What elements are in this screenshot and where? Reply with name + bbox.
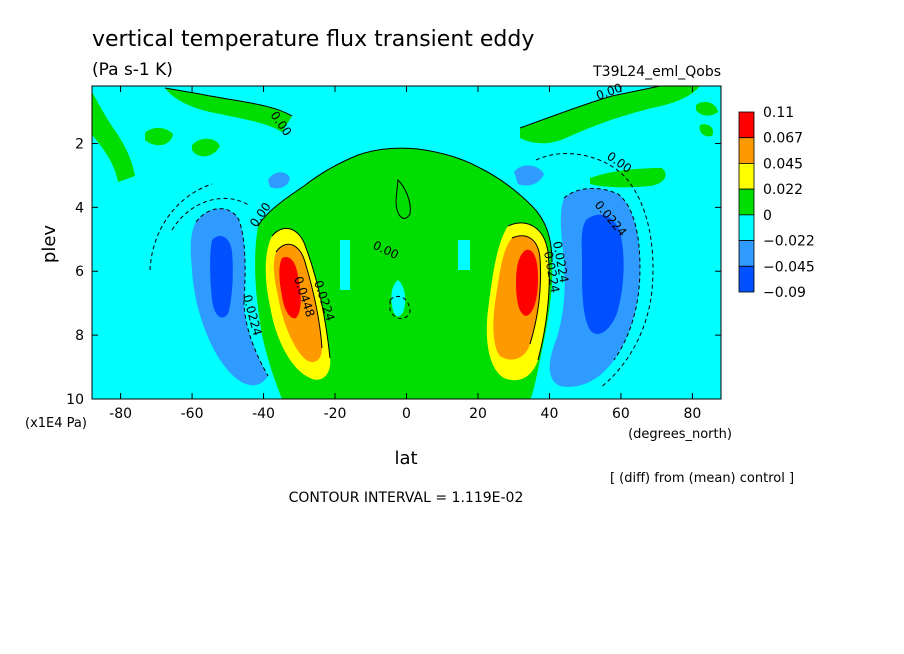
- red-maximum-north: [516, 249, 538, 316]
- x-axis-label: lat: [394, 448, 417, 469]
- green-island-left: [145, 127, 173, 146]
- darkblue-minimum-south: [210, 236, 233, 318]
- x-axis: -80 -60 -40 -20 0 20 40 60 80: [109, 86, 701, 422]
- colorbar-swatch: [738, 111, 755, 139]
- green-region-top-left: [165, 88, 292, 132]
- colorbar-label: 0.11: [763, 105, 794, 121]
- y-tick-label: 6: [75, 264, 84, 280]
- green-island-left-2: [192, 138, 220, 157]
- run-label: T39L24_eml_Qobs: [592, 64, 721, 80]
- contour-interval: CONTOUR INTERVAL = 1.119E-02: [289, 490, 524, 506]
- y-axis: 2 4 6 8 10: [66, 136, 721, 408]
- cyan-gap-2: [391, 280, 406, 317]
- x-tick-label: 0: [402, 406, 411, 422]
- chart-units: (Pa s-1 K): [92, 60, 173, 80]
- contour-field: [92, 86, 721, 399]
- blue-island-south: [268, 172, 290, 189]
- x-tick-label: 40: [541, 406, 559, 422]
- colorbar-swatch: [738, 214, 755, 241]
- colorbar-label: −0.09: [763, 285, 806, 301]
- green-region-right: [590, 168, 666, 188]
- green-region-tropics: [255, 148, 553, 399]
- colorbar-label: −0.045: [763, 259, 815, 275]
- colorbar-label: 0: [763, 208, 772, 224]
- contour-lines: [164, 86, 661, 361]
- x-tick-label: 80: [683, 406, 701, 422]
- y-tick-label: 4: [75, 200, 84, 216]
- x-tick-label: -20: [324, 406, 347, 422]
- cyan-gap-1: [340, 240, 350, 290]
- green-region-top-right: [520, 86, 700, 144]
- colorbar-swatch: [738, 240, 755, 267]
- green-region-left-edge: [92, 92, 135, 182]
- chart-title: vertical temperature flux transient eddy: [92, 27, 534, 52]
- colorbar-swatch: [738, 137, 755, 164]
- colorbar-label: 0.045: [763, 156, 803, 172]
- footnote: [ (diff) from (mean) control ]: [610, 471, 794, 486]
- x-tick-label: -80: [109, 406, 132, 422]
- colorbar-label: 0.067: [763, 131, 803, 147]
- red-maximum-south: [279, 256, 301, 319]
- blue-island-north: [514, 165, 544, 186]
- y-axis-units: (x1E4 Pa): [25, 416, 87, 431]
- x-tick-label: 60: [612, 406, 630, 422]
- x-tick-label: -60: [181, 406, 204, 422]
- colorbar-swatch: [738, 188, 755, 216]
- colorbar-swatch: [738, 265, 755, 293]
- x-tick-label: -40: [252, 406, 275, 422]
- colorbar-swatch: [738, 163, 755, 190]
- colorbar: 0.11 0.067 0.045 0.022 0 −0.022 −0.045 −0.09: [738, 105, 815, 301]
- cyan-gap-3: [458, 240, 470, 270]
- colorbar-label: −0.022: [763, 234, 815, 250]
- green-island-right: [696, 101, 718, 116]
- y-axis-label: plev: [39, 225, 60, 264]
- colorbar-label: 0.022: [763, 182, 803, 198]
- green-island-right-2: [699, 124, 714, 137]
- x-tick-label: 20: [469, 406, 487, 422]
- y-tick-label: 10: [66, 392, 84, 408]
- negative-contour-lines: [149, 153, 654, 389]
- x-axis-units: (degrees_north): [628, 427, 732, 442]
- y-tick-label: 8: [75, 328, 84, 344]
- darkblue-minimum-north: [581, 214, 624, 334]
- y-tick-label: 2: [75, 136, 84, 152]
